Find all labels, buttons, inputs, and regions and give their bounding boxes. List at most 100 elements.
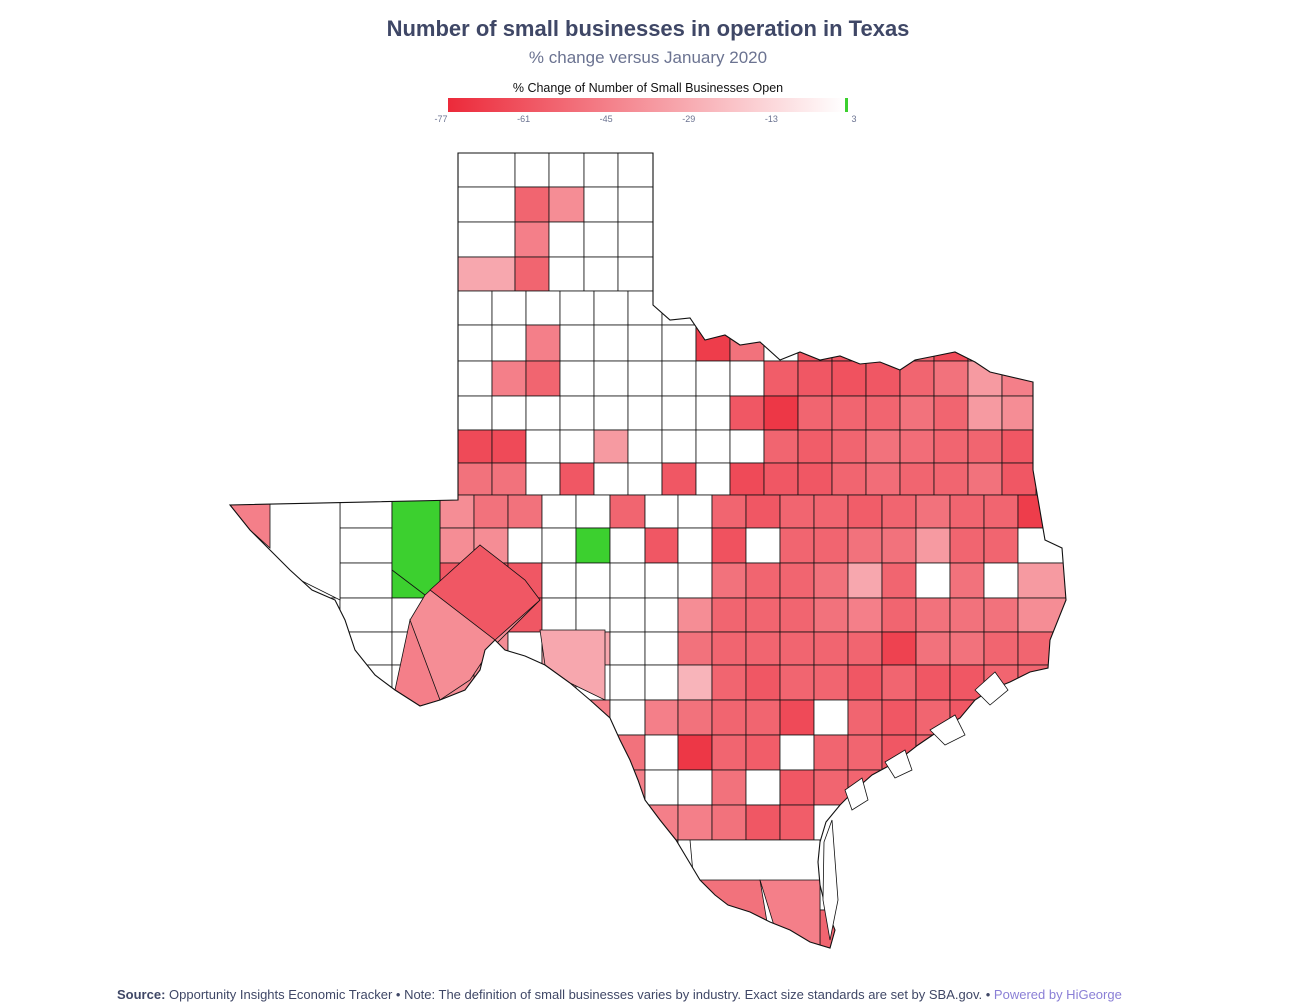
county-shape[interactable]	[865, 429, 901, 464]
county-shape[interactable]	[745, 597, 781, 633]
county-shape[interactable]	[779, 769, 815, 806]
county-shape[interactable]	[915, 562, 951, 599]
county-shape[interactable]	[847, 631, 883, 666]
county-shape[interactable]	[391, 909, 441, 950]
county-shape[interactable]	[779, 664, 815, 701]
county-shape[interactable]	[831, 429, 867, 464]
county-shape[interactable]	[525, 360, 561, 397]
county-shape[interactable]	[1017, 631, 1066, 666]
county-shape[interactable]	[797, 429, 833, 464]
county-shape[interactable]	[983, 769, 1019, 806]
county-shape[interactable]	[514, 221, 550, 258]
county-shape[interactable]	[339, 769, 393, 806]
county-shape[interactable]	[541, 562, 577, 599]
county-shape[interactable]	[525, 324, 561, 362]
county-shape[interactable]	[831, 360, 867, 397]
county-shape[interactable]	[983, 597, 1019, 633]
county-shape[interactable]	[391, 769, 441, 806]
county-shape[interactable]	[609, 909, 646, 950]
county-shape[interactable]	[677, 769, 713, 806]
county-shape[interactable]	[644, 699, 679, 736]
county-shape[interactable]	[1017, 769, 1066, 806]
county-shape[interactable]	[575, 562, 611, 599]
county-shape[interactable]	[514, 186, 550, 223]
county-shape[interactable]	[847, 562, 883, 599]
county-shape[interactable]	[457, 153, 516, 188]
county-shape[interactable]	[865, 360, 901, 397]
county-shape[interactable]	[695, 290, 731, 326]
county-shape[interactable]	[1017, 839, 1066, 876]
county-shape[interactable]	[779, 562, 815, 599]
county-shape[interactable]	[745, 804, 781, 841]
county-shape[interactable]	[541, 909, 577, 950]
county-shape[interactable]	[813, 527, 849, 564]
county-shape[interactable]	[473, 664, 509, 701]
county-shape[interactable]	[779, 699, 815, 736]
county-shape[interactable]	[575, 804, 611, 841]
county-shape[interactable]	[1017, 734, 1066, 771]
county-shape[interactable]	[677, 909, 713, 950]
county-shape[interactable]	[609, 874, 646, 911]
county-shape[interactable]	[457, 221, 516, 258]
county-shape[interactable]	[644, 734, 679, 771]
county-shape[interactable]	[439, 734, 475, 771]
county-shape[interactable]	[491, 290, 527, 326]
county-shape[interactable]	[729, 462, 765, 496]
county-shape[interactable]	[967, 462, 1003, 496]
county-shape[interactable]	[609, 664, 646, 701]
county-shape[interactable]	[473, 494, 509, 529]
county-shape[interactable]	[865, 395, 901, 431]
county-shape[interactable]	[729, 395, 765, 431]
county-shape[interactable]	[627, 395, 663, 431]
county-shape[interactable]	[627, 360, 663, 397]
county-shape[interactable]	[644, 631, 679, 666]
county-shape[interactable]	[949, 839, 985, 876]
county-shape[interactable]	[269, 597, 341, 633]
county-shape[interactable]	[881, 597, 917, 633]
county-shape[interactable]	[661, 360, 697, 397]
county-shape[interactable]	[711, 769, 747, 806]
county-shape[interactable]	[695, 462, 731, 496]
county-shape[interactable]	[983, 874, 1019, 911]
county-shape[interactable]	[548, 256, 585, 292]
county-shape[interactable]	[541, 699, 577, 736]
county-shape[interactable]	[881, 699, 917, 736]
county-shape[interactable]	[1017, 874, 1066, 911]
county-shape[interactable]	[473, 734, 509, 771]
county-shape[interactable]	[745, 562, 781, 599]
county-shape[interactable]	[847, 527, 883, 564]
county-shape[interactable]	[881, 664, 917, 701]
county-shape[interactable]	[548, 221, 585, 258]
county-shape[interactable]	[525, 290, 561, 326]
county-shape[interactable]	[881, 874, 917, 911]
county-shape[interactable]	[677, 804, 713, 841]
county-shape[interactable]	[269, 839, 341, 876]
county-shape[interactable]	[933, 429, 969, 464]
county-shape[interactable]	[915, 839, 951, 876]
county-shape[interactable]	[779, 804, 815, 841]
county-shape[interactable]	[541, 804, 577, 841]
county-shape[interactable]	[763, 395, 799, 431]
county-shape[interactable]	[881, 562, 917, 599]
county-shape[interactable]	[983, 909, 1019, 950]
county-shape[interactable]	[881, 909, 917, 950]
county-shape[interactable]	[677, 494, 713, 529]
county-shape[interactable]	[609, 631, 646, 666]
county-shape[interactable]	[967, 360, 1003, 397]
county-shape[interactable]	[711, 597, 747, 633]
county-shape[interactable]	[711, 664, 747, 701]
county-shape[interactable]	[933, 360, 969, 397]
county-shape[interactable]	[339, 804, 393, 841]
county-shape[interactable]	[593, 290, 629, 326]
county-shape[interactable]	[541, 734, 577, 771]
county-shape[interactable]	[269, 664, 341, 701]
county-shape[interactable]	[230, 699, 271, 736]
county-shape[interactable]	[617, 186, 654, 223]
county-shape[interactable]	[711, 527, 747, 564]
county-shape[interactable]	[507, 804, 543, 841]
county-shape[interactable]	[541, 874, 577, 911]
county-shape[interactable]	[711, 494, 747, 529]
county-shape[interactable]	[1017, 804, 1066, 841]
county-shape[interactable]	[439, 909, 475, 950]
county-shape[interactable]	[729, 360, 765, 397]
